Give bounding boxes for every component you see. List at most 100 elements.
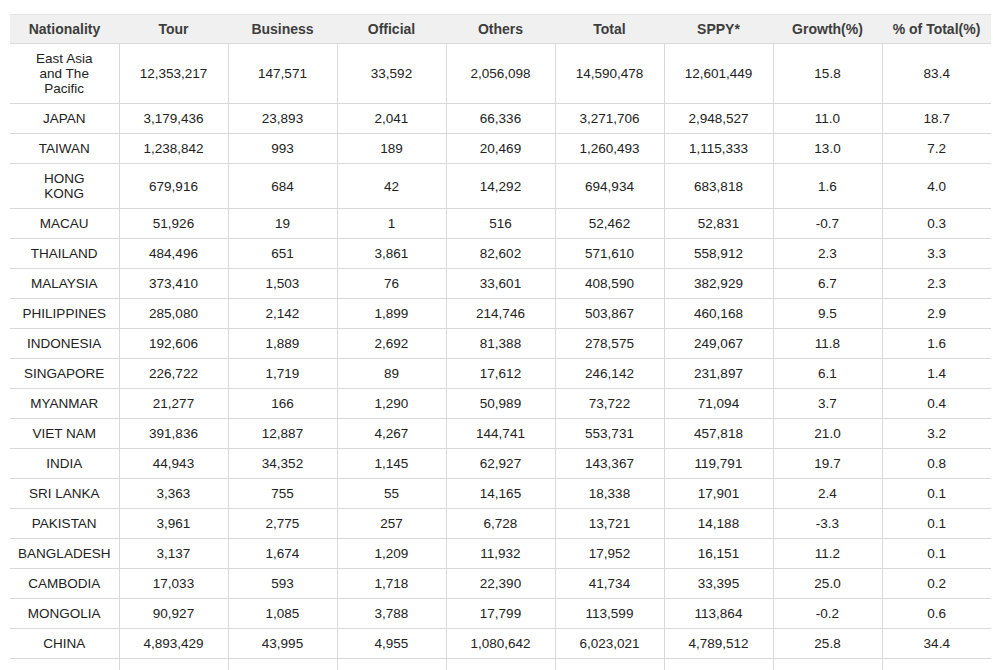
cell-business: 147,571 [228,44,337,104]
cell-official: 3,861 [337,239,446,269]
cell-nationality-partial [10,659,119,670]
cell-others: 17,799 [446,599,555,629]
cell-tour-partial [119,659,228,670]
table-row: SINGAPORE226,7221,7198917,612246,142231,… [10,359,991,389]
column-header-pct_total: % of Total(%) [882,15,991,44]
cell-growth: -3.3 [773,509,882,539]
cell-business: 1,085 [228,599,337,629]
cell-total: 73,722 [555,389,664,419]
cell-nationality: SRI LANKA [10,479,119,509]
cell-official: 4,955 [337,629,446,659]
cell-official: 33,592 [337,44,446,104]
cell-others: 22,390 [446,569,555,599]
table-row: CAMBODIA17,0335931,71822,39041,73433,395… [10,569,991,599]
cell-nationality: INDONESIA [10,329,119,359]
column-header-business: Business [228,15,337,44]
table-row: VIET NAM391,83612,8874,267144,741553,731… [10,419,991,449]
cell-others: 17,612 [446,359,555,389]
cell-business: 1,719 [228,359,337,389]
cell-nationality: BANGLADESH [10,539,119,569]
cell-pct_total: 0.4 [882,389,991,419]
cell-business: 43,995 [228,629,337,659]
table-header-row: NationalityTourBusinessOfficialOthersTot… [10,15,991,44]
cell-sppy: 33,395 [664,569,773,599]
cell-others: 62,927 [446,449,555,479]
cell-sppy: 17,901 [664,479,773,509]
cell-total: 52,462 [555,209,664,239]
table-row: PHILIPPINES285,0802,1421,899214,746503,8… [10,299,991,329]
cell-pct_total: 0.1 [882,479,991,509]
cell-tour: 3,179,436 [119,104,228,134]
cell-growth: 11.0 [773,104,882,134]
cell-official: 257 [337,509,446,539]
cell-official: 42 [337,164,446,209]
cell-tour: 17,033 [119,569,228,599]
cell-tour: 484,496 [119,239,228,269]
cell-business: 1,889 [228,329,337,359]
cell-pct_total: 34.4 [882,629,991,659]
cell-pct_total: 83.4 [882,44,991,104]
cell-nationality: TAIWAN [10,134,119,164]
cell-business-partial [228,659,337,670]
cell-sppy-partial [664,659,773,670]
cell-pct_total: 0.2 [882,569,991,599]
cell-official: 189 [337,134,446,164]
cell-business: 23,893 [228,104,337,134]
column-header-tour: Tour [119,15,228,44]
cell-total: 1,260,493 [555,134,664,164]
cell-business: 166 [228,389,337,419]
cell-others: 214,746 [446,299,555,329]
cell-others: 2,056,098 [446,44,555,104]
cell-business: 755 [228,479,337,509]
cell-others: 82,602 [446,239,555,269]
table-row: MONGOLIA90,9271,0853,78817,799113,599113… [10,599,991,629]
cell-nationality: PHILIPPINES [10,299,119,329]
cell-growth: 3.7 [773,389,882,419]
cell-nationality: INDIA [10,449,119,479]
cell-growth: 2.3 [773,239,882,269]
cell-sppy: 683,818 [664,164,773,209]
cell-sppy: 12,601,449 [664,44,773,104]
cell-growth: 11.8 [773,329,882,359]
visitor-stats-table: NationalityTourBusinessOfficialOthersTot… [10,14,991,670]
cell-tour: 373,410 [119,269,228,299]
cell-growth: 15.8 [773,44,882,104]
column-header-nationality: Nationality [10,15,119,44]
table-row: TAIWAN1,238,84299318920,4691,260,4931,11… [10,134,991,164]
cell-business: 34,352 [228,449,337,479]
cell-total: 13,721 [555,509,664,539]
cell-official: 1,718 [337,569,446,599]
cell-pct_total: 0.6 [882,599,991,629]
cell-pct_total: 2.3 [882,269,991,299]
cell-growth: -0.2 [773,599,882,629]
table-row: HONG KONG679,9166844214,292694,934683,81… [10,164,991,209]
table-row: East Asia and The Pacific12,353,217147,5… [10,44,991,104]
cell-others: 144,741 [446,419,555,449]
cell-pct_total: 3.3 [882,239,991,269]
column-header-growth: Growth(%) [773,15,882,44]
cell-others: 6,728 [446,509,555,539]
cell-tour: 192,606 [119,329,228,359]
cell-growth: 19.7 [773,449,882,479]
cell-tour: 1,238,842 [119,134,228,164]
table-row: INDONESIA192,6061,8892,69281,388278,5752… [10,329,991,359]
cell-nationality: MALAYSIA [10,269,119,299]
cell-official: 3,788 [337,599,446,629]
cell-growth: -0.7 [773,209,882,239]
cell-business: 1,674 [228,539,337,569]
cell-business: 1,503 [228,269,337,299]
table-row: MACAU51,92619151652,46252,831-0.70.3 [10,209,991,239]
cell-pct_total: 18.7 [882,104,991,134]
cell-business: 593 [228,569,337,599]
cell-total: 553,731 [555,419,664,449]
cell-tour: 90,927 [119,599,228,629]
cell-sppy: 382,929 [664,269,773,299]
cell-nationality: PAKISTAN [10,509,119,539]
cell-sppy: 119,791 [664,449,773,479]
cell-business: 2,775 [228,509,337,539]
cell-tour: 3,961 [119,509,228,539]
cell-total-partial [555,659,664,670]
cell-total: 6,023,021 [555,629,664,659]
column-header-others: Others [446,15,555,44]
cell-tour: 12,353,217 [119,44,228,104]
